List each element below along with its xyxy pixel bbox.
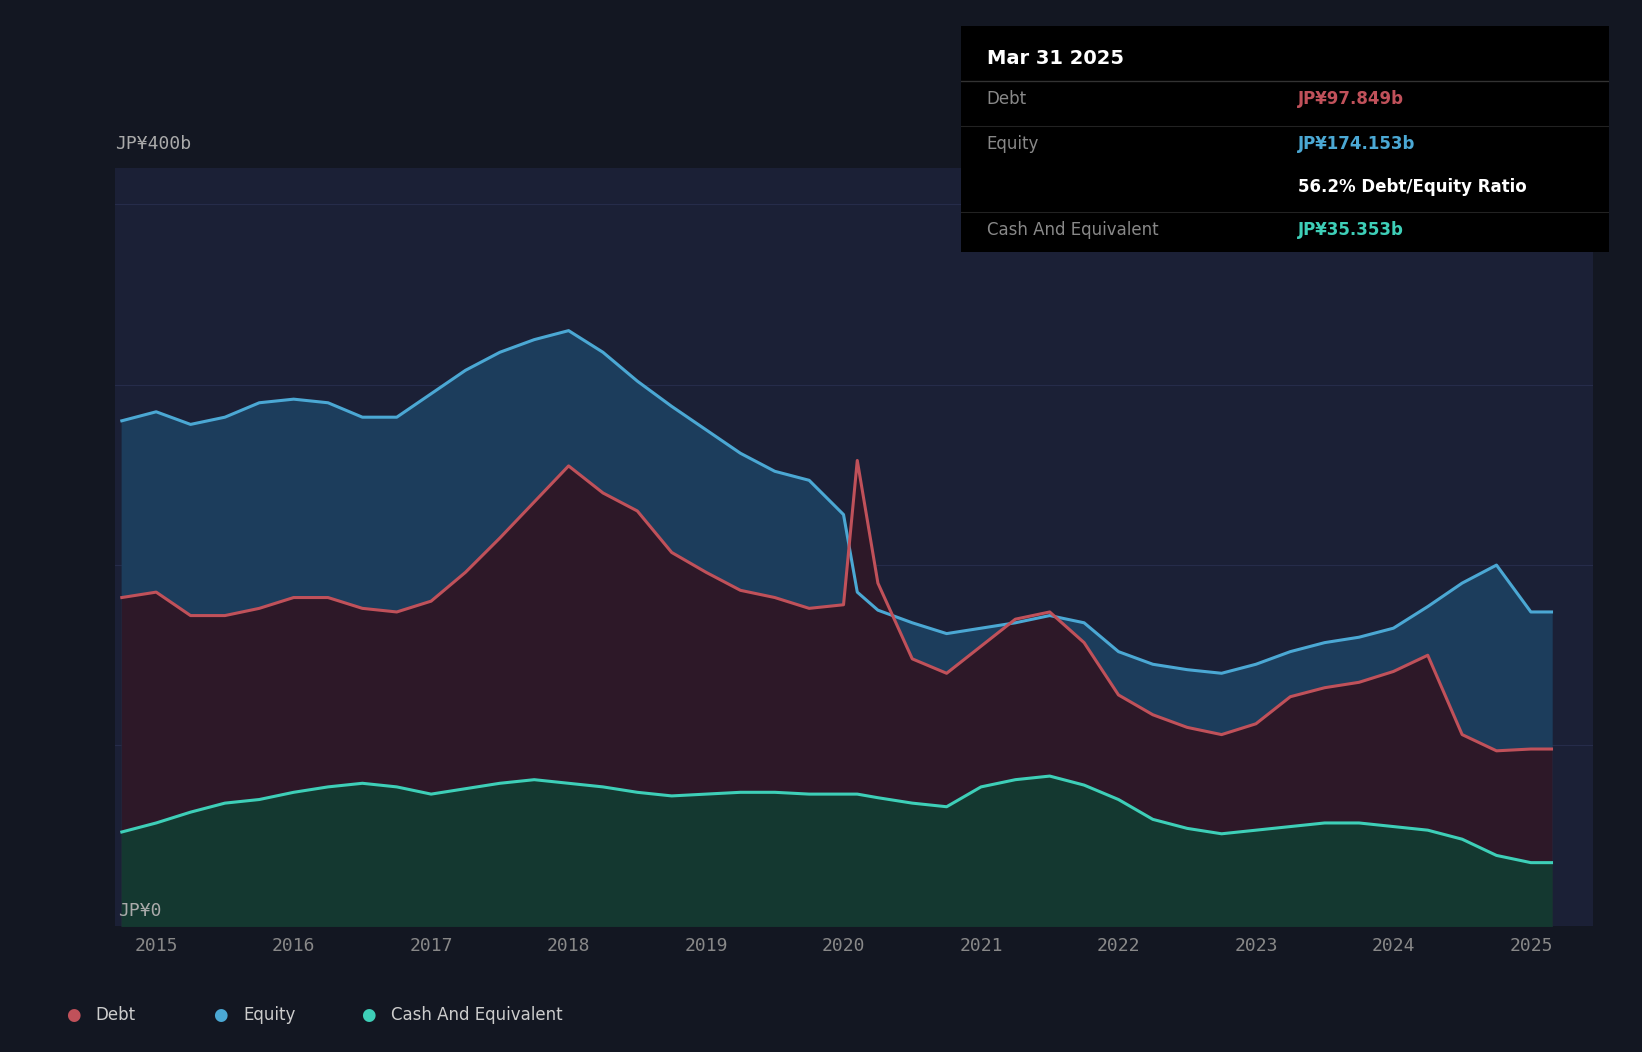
Text: Equity: Equity xyxy=(987,135,1039,153)
Text: JP¥0: JP¥0 xyxy=(118,903,161,920)
Text: ●: ● xyxy=(361,1006,376,1025)
Text: Debt: Debt xyxy=(987,89,1026,107)
Text: 56.2% Debt/Equity Ratio: 56.2% Debt/Equity Ratio xyxy=(1297,178,1527,196)
Text: ●: ● xyxy=(213,1006,228,1025)
Text: Equity: Equity xyxy=(243,1006,296,1025)
Text: Mar 31 2025: Mar 31 2025 xyxy=(987,48,1123,68)
Text: JP¥400b: JP¥400b xyxy=(115,135,190,153)
Text: JP¥174.153b: JP¥174.153b xyxy=(1297,135,1415,153)
Text: ●: ● xyxy=(66,1006,80,1025)
Text: JP¥97.849b: JP¥97.849b xyxy=(1297,89,1404,107)
Text: Cash And Equivalent: Cash And Equivalent xyxy=(987,221,1158,239)
Text: Cash And Equivalent: Cash And Equivalent xyxy=(391,1006,563,1025)
Text: Debt: Debt xyxy=(95,1006,135,1025)
Text: JP¥35.353b: JP¥35.353b xyxy=(1297,221,1404,239)
